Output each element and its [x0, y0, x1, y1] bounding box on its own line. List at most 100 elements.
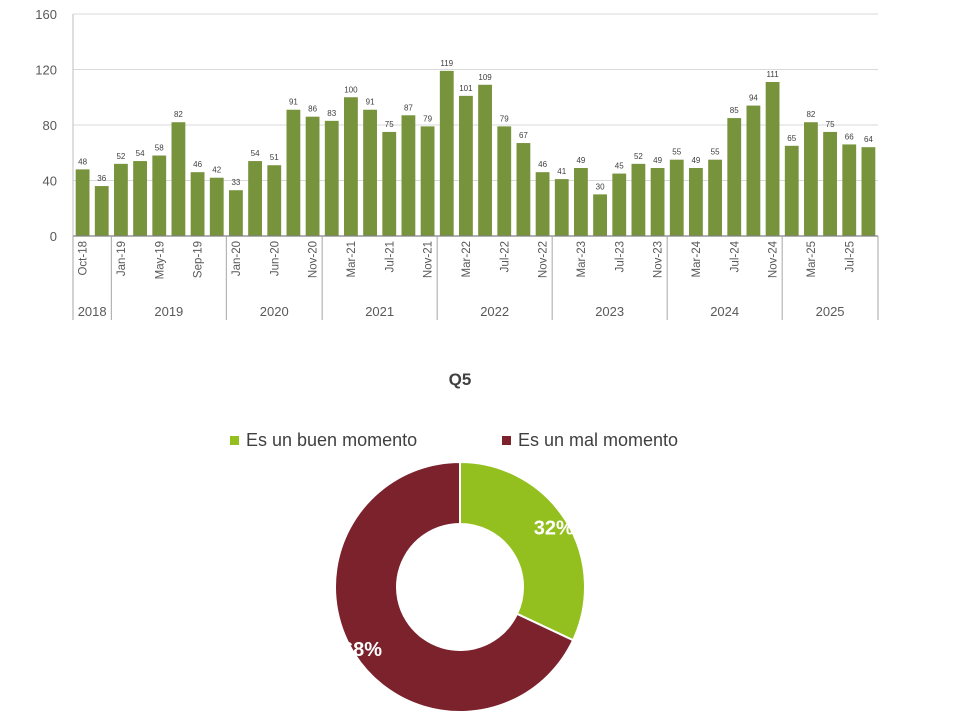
y-tick-label: 40: [43, 174, 57, 189]
bar-value-label: 101: [459, 84, 473, 93]
x-tick-label: Mar-25: [806, 241, 818, 277]
bar-value-label: 52: [634, 152, 643, 161]
bar-value-label: 42: [212, 166, 221, 175]
bar: [746, 105, 761, 236]
bar: [631, 163, 646, 236]
bar: [478, 84, 492, 236]
bar: [861, 147, 876, 236]
bar: [420, 126, 435, 236]
year-label: 2024: [710, 304, 739, 319]
bar: [75, 169, 90, 236]
bar: [190, 172, 205, 236]
bar: [152, 155, 167, 236]
bar-value-label: 85: [730, 106, 739, 115]
bar-value-label: 33: [231, 178, 240, 187]
bar: [344, 97, 358, 236]
bar: [497, 126, 512, 236]
bar-value-label: 91: [366, 98, 375, 107]
bar-value-label: 64: [864, 135, 873, 144]
x-tick-label: Mar-22: [461, 241, 473, 277]
bar-value-label: 55: [711, 148, 720, 157]
bar-value-label: 55: [672, 148, 681, 157]
x-tick-label: Nov-20: [308, 241, 320, 278]
bar-value-label: 45: [615, 162, 624, 171]
bar-value-label: 49: [691, 156, 700, 165]
bar-value-label: 52: [116, 152, 125, 161]
bar-value-label: 58: [155, 144, 164, 153]
x-tick-label: May-19: [154, 241, 166, 279]
year-label: 2020: [260, 304, 289, 319]
bar: [804, 122, 818, 236]
bar: [612, 173, 627, 236]
bar: [459, 95, 473, 236]
x-tick-label: Nov-22: [538, 241, 550, 278]
bar: [439, 70, 454, 236]
legend-item-bad: Es un mal momento: [502, 430, 678, 451]
bar: [114, 163, 128, 236]
x-tick-label: Mar-21: [346, 241, 358, 277]
legend-label-good: Es un buen momento: [246, 430, 418, 450]
x-tick-label: Sep-19: [193, 241, 205, 278]
bar-value-label: 82: [806, 110, 815, 119]
bar: [248, 161, 262, 236]
bar-value-label: 75: [826, 120, 835, 129]
bar: [554, 179, 569, 236]
bar-value-label: 30: [596, 182, 605, 191]
legend-swatch-bad: [502, 436, 511, 445]
year-label: 2021: [365, 304, 394, 319]
bar-value-label: 119: [440, 59, 453, 68]
bar-value-label: 109: [478, 73, 492, 82]
bar: [209, 177, 224, 236]
bar-value-label: 79: [423, 114, 432, 123]
donut-label-good: 32%: [534, 518, 574, 540]
bar: [669, 159, 684, 236]
x-tick-label: Nov-23: [653, 241, 665, 278]
bar-value-label: 91: [289, 98, 298, 107]
x-tick-label: Oct-18: [78, 241, 90, 276]
year-label: 2022: [480, 304, 509, 319]
bar: [708, 159, 722, 236]
bar: [593, 194, 607, 236]
bar-value-label: 41: [557, 167, 566, 176]
bar-value-label: 111: [766, 70, 779, 79]
bar-value-label: 82: [174, 110, 183, 119]
donut-slice-bad: [334, 460, 575, 713]
bar-value-label: 87: [404, 103, 413, 112]
y-tick-label: 0: [50, 229, 57, 244]
donut-label-bad: 68%: [342, 639, 382, 661]
bar: [229, 190, 243, 236]
bar-value-label: 66: [845, 132, 854, 141]
bar-value-label: 83: [327, 109, 336, 118]
bar: [171, 122, 186, 236]
y-tick-label: 120: [35, 63, 57, 78]
x-tick-label: Jan-19: [116, 241, 128, 276]
bar-value-label: 49: [653, 156, 662, 165]
bar: [823, 131, 837, 236]
bar-value-label: 51: [270, 153, 279, 162]
bar: [133, 161, 147, 236]
legend-swatch-good: [230, 436, 239, 445]
bar-value-label: 46: [538, 160, 547, 169]
bar-value-label: 67: [519, 131, 528, 140]
bar-value-label: 75: [385, 120, 394, 129]
x-tick-label: Nov-24: [768, 240, 780, 278]
bar: [267, 165, 282, 236]
x-tick-label: Jul-22: [499, 241, 511, 272]
bar: [574, 168, 588, 236]
x-tick-label: Jul-25: [844, 241, 856, 272]
bar-value-label: 48: [78, 157, 87, 166]
bar: [650, 168, 665, 236]
bar: [784, 145, 799, 236]
bar: [516, 143, 531, 236]
bar: [689, 168, 703, 236]
bar-value-label: 54: [251, 149, 260, 158]
x-tick-label: Jul-24: [729, 240, 741, 272]
bar: [382, 131, 397, 236]
year-label: 2019: [154, 304, 183, 319]
year-label: 2018: [78, 304, 107, 319]
bar-value-label: 79: [500, 114, 509, 123]
legend-item-good: Es un buen momento: [230, 430, 417, 451]
bar: [363, 109, 377, 236]
bar: [286, 109, 301, 236]
x-tick-label: Jan-20: [231, 241, 243, 276]
